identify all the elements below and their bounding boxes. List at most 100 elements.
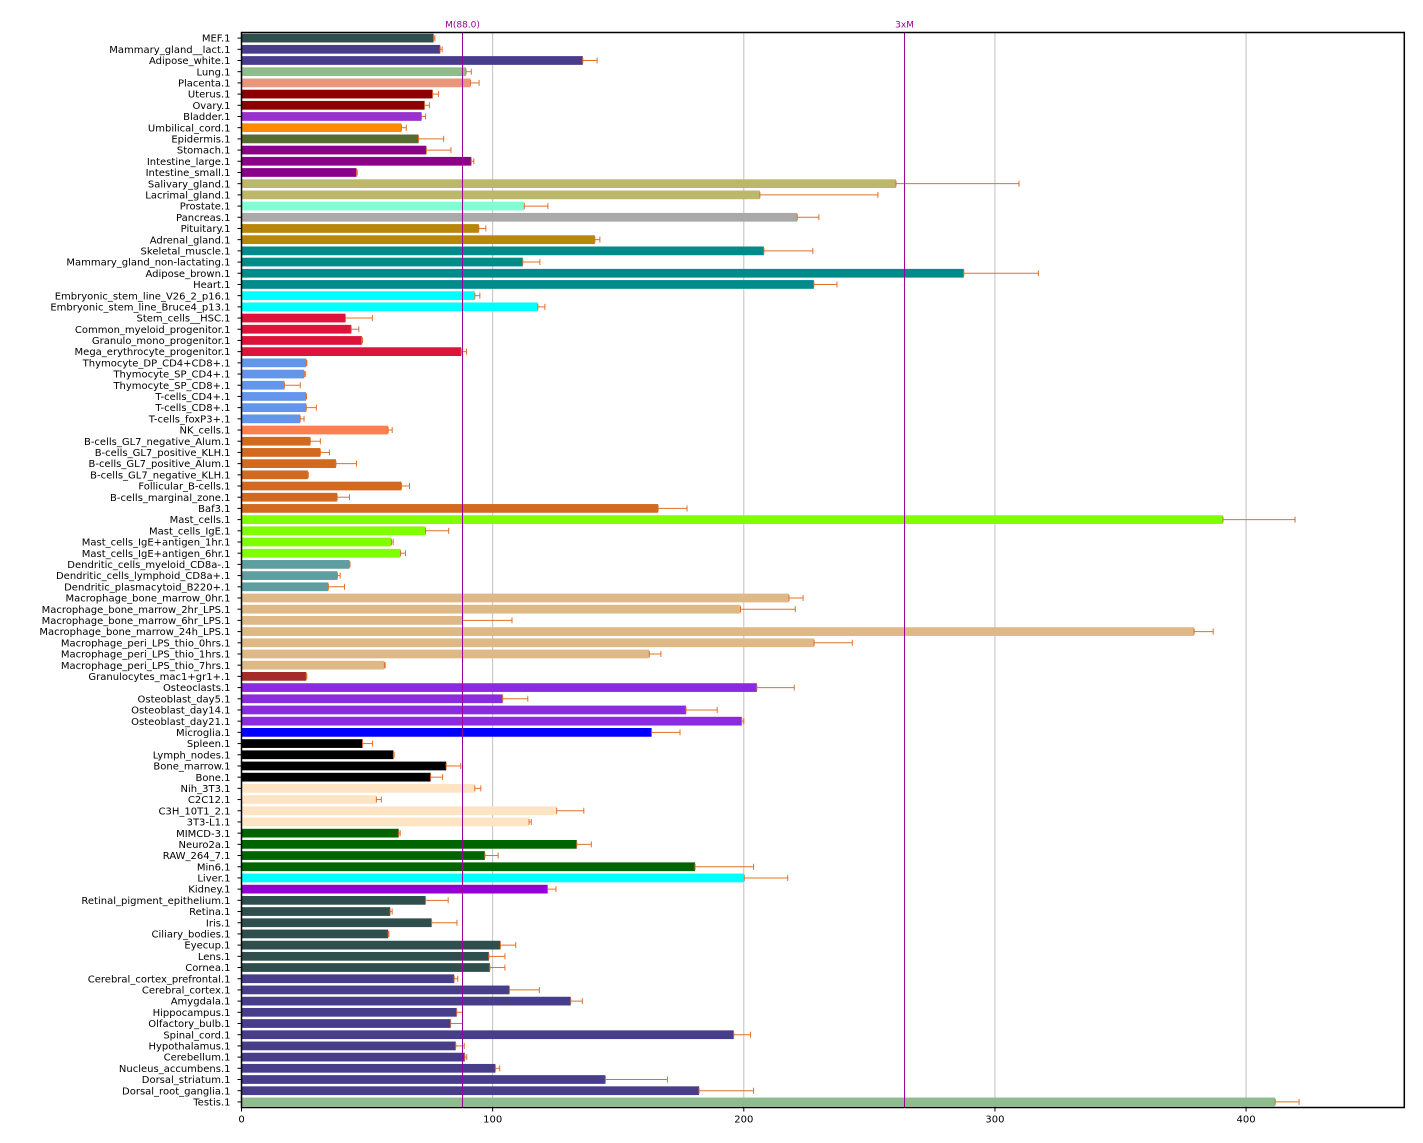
error-bar xyxy=(522,259,541,266)
y-tick-label: Pituitary.1 xyxy=(181,224,231,235)
x-tick-label: 300 xyxy=(985,1115,1004,1126)
y-tick-label: Bone_marrow.1 xyxy=(153,762,230,773)
bar xyxy=(241,414,301,424)
error-bar xyxy=(604,1076,668,1083)
y-axis-ticks: MEF.1Mammary_gland__lact.1Adipose_white.… xyxy=(39,34,242,1109)
error-bar xyxy=(348,561,351,568)
error-bar xyxy=(740,606,796,613)
y-tick-label: Umbilical_cord.1 xyxy=(148,123,231,134)
y-tick-label: Dendritic_cells_myeloid_CD8a-.1 xyxy=(67,560,230,571)
error-bar xyxy=(464,1054,468,1061)
bar xyxy=(241,212,798,222)
y-tick-label: Mast_cells_IgE+antigen_1hr.1 xyxy=(82,538,231,549)
bar xyxy=(241,1075,606,1084)
error-bar xyxy=(398,830,401,837)
error-bar xyxy=(1274,1098,1300,1105)
y-tick-label: Retina.1 xyxy=(189,907,230,918)
y-tick-label: Placenta.1 xyxy=(178,78,231,89)
error-bar xyxy=(307,471,309,478)
y-tick-label: T-cells_CD4+.1 xyxy=(154,392,230,403)
bar xyxy=(241,705,687,715)
y-tick-label: C2C12.1 xyxy=(188,795,231,806)
bar xyxy=(241,481,402,491)
error-bar xyxy=(763,247,814,254)
y-tick-label: Baf3.1 xyxy=(198,504,230,515)
bar xyxy=(241,582,329,592)
bar xyxy=(241,974,455,984)
error-bar xyxy=(470,158,475,165)
bar xyxy=(241,168,357,177)
error-bar xyxy=(576,841,592,848)
error-bar xyxy=(383,662,386,669)
y-tick-label: Min6.1 xyxy=(197,862,231,873)
error-bar xyxy=(813,281,838,288)
y-tick-label: Nucleus_accumbens.1 xyxy=(119,1064,231,1075)
bar xyxy=(241,1097,1276,1107)
error-bar xyxy=(756,684,795,691)
error-bar xyxy=(465,68,472,75)
y-tick-label: Pancreas.1 xyxy=(176,213,230,224)
error-bar xyxy=(813,639,853,646)
bar xyxy=(241,672,307,681)
bar xyxy=(241,985,510,995)
error-bar xyxy=(474,292,481,299)
error-bar xyxy=(425,897,449,904)
bar xyxy=(241,907,391,916)
y-tick-label: Lung.1 xyxy=(197,67,231,78)
y-tick-label: Follicular_B-cells.1 xyxy=(138,482,230,493)
error-bar xyxy=(694,863,755,870)
bar xyxy=(241,392,307,401)
y-tick-label: Testis.1 xyxy=(192,1098,230,1109)
bar xyxy=(241,963,490,972)
y-tick-label: Thymocyte_DP_CD4+CD8+.1 xyxy=(82,358,231,369)
error-bar xyxy=(489,964,506,971)
y-tick-label: Ciliary_bodies.1 xyxy=(152,930,231,941)
bar xyxy=(241,1007,457,1017)
y-tick-label: Cerebral_cortex_prefrontal.1 xyxy=(88,974,231,985)
error-bar xyxy=(456,1009,464,1016)
y-tick-label: Embryonic_stem_line_Bruce4_p13.1 xyxy=(50,302,230,313)
y-tick-label: Lens.1 xyxy=(198,952,231,963)
y-tick-label: Ovary.1 xyxy=(192,101,230,112)
bar xyxy=(241,616,463,625)
y-tick-label: Mammary_gland_non-lactating.1 xyxy=(66,258,230,269)
y-tick-label: Granulocytes_mac1+gr1+.1 xyxy=(88,672,230,683)
error-bar xyxy=(424,102,430,109)
bar xyxy=(241,336,362,345)
y-tick-label: T-cells_foxP3+.1 xyxy=(148,414,231,425)
bar xyxy=(241,403,307,412)
bar xyxy=(241,828,399,838)
error-bar xyxy=(796,214,820,221)
y-tick-label: Spinal_cord.1 xyxy=(163,1030,230,1041)
bar xyxy=(241,123,402,133)
y-tick-label: Adipose_white.1 xyxy=(149,56,231,67)
bar xyxy=(241,873,745,883)
error-bar xyxy=(336,494,350,501)
error-bar xyxy=(344,315,373,322)
y-tick-label: Microglia.1 xyxy=(176,728,231,739)
y-tick-label: Uterus.1 xyxy=(188,90,231,101)
error-bar xyxy=(759,191,879,198)
error-bar xyxy=(556,807,585,814)
y-tick-label: Heart.1 xyxy=(193,280,230,291)
error-bar xyxy=(685,706,718,713)
y-tick-label: Mega_erythrocyte_progenitor.1 xyxy=(75,347,231,358)
error-bar xyxy=(390,539,394,546)
bar xyxy=(241,156,472,166)
error-bar xyxy=(309,438,321,445)
error-bar xyxy=(418,135,445,142)
error-bar xyxy=(1193,628,1214,635)
y-tick-label: MEF.1 xyxy=(202,34,231,45)
bar xyxy=(241,895,426,905)
bar xyxy=(241,89,433,99)
y-tick-label: Liver.1 xyxy=(197,874,230,885)
bar xyxy=(241,851,485,860)
y-tick-label: B-cells_GL7_negative_Alum.1 xyxy=(84,437,231,448)
error-bar xyxy=(523,203,549,210)
y-tick-label: RAW_264_7.1 xyxy=(163,851,231,862)
y-tick-label: Spleen.1 xyxy=(187,739,231,750)
y-tick-label: Lymph_nodes.1 xyxy=(153,750,231,761)
error-bar xyxy=(335,460,358,467)
y-tick-label: Embryonic_stem_line_V26_2_p16.1 xyxy=(55,291,231,302)
error-bar xyxy=(741,718,745,725)
